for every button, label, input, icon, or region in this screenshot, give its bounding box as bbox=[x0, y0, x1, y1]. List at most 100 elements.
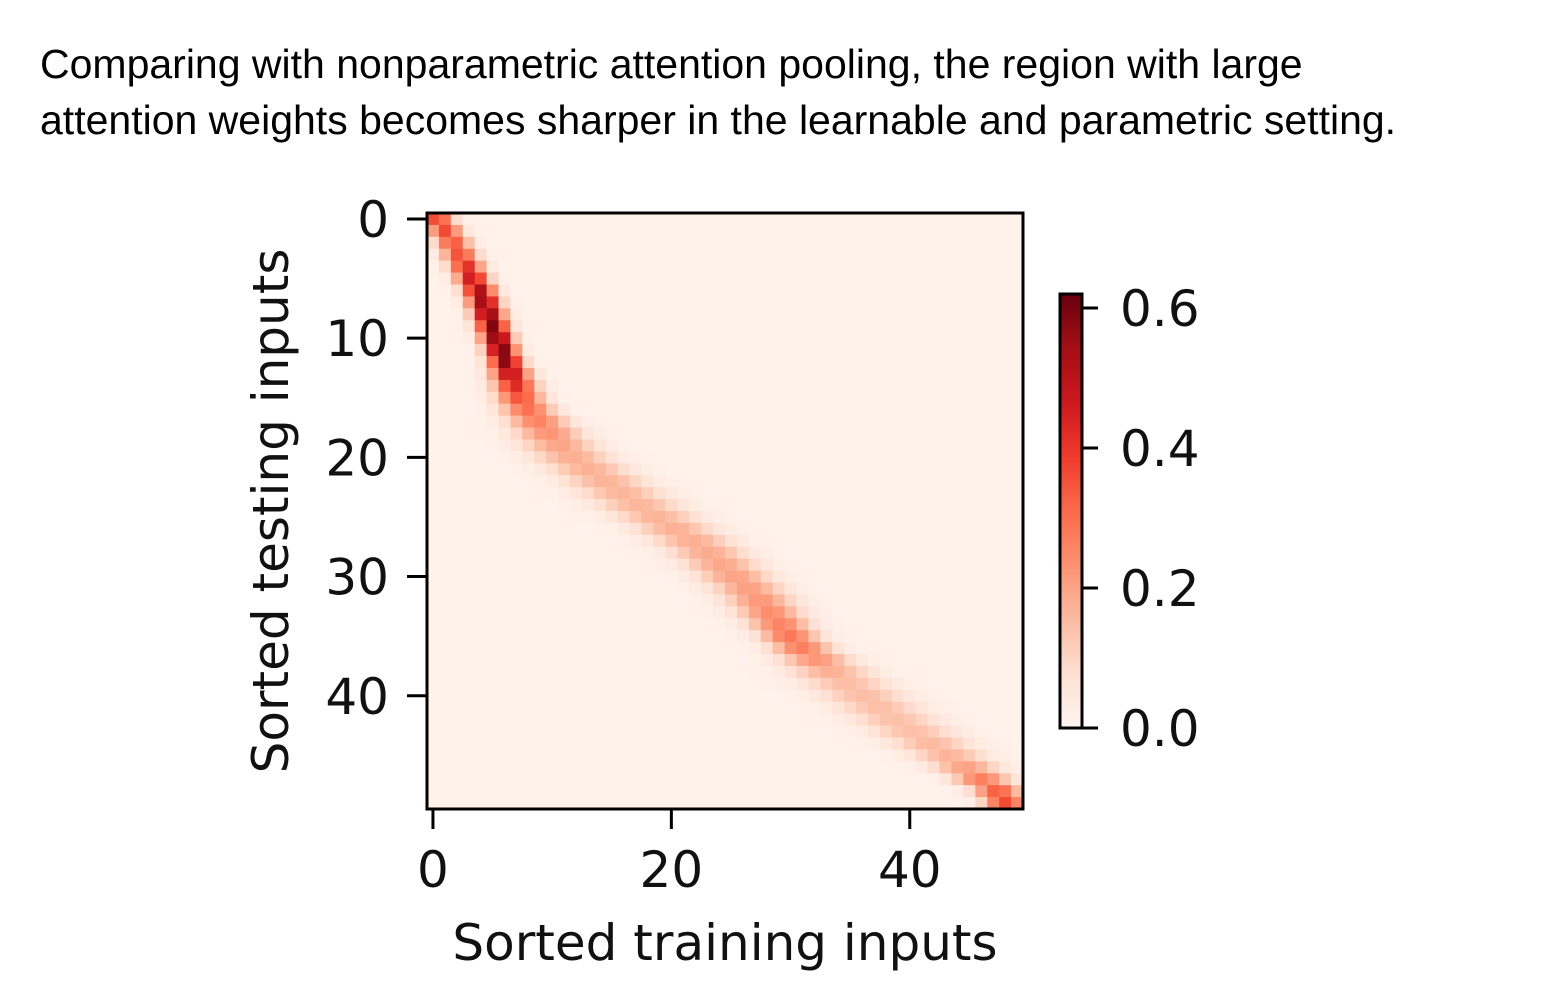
heatmap-cell bbox=[808, 522, 821, 536]
heatmap-cell bbox=[903, 463, 917, 476]
heatmap-cell bbox=[879, 642, 893, 655]
heatmap-cell bbox=[653, 272, 666, 286]
heatmap-cell bbox=[1011, 260, 1024, 274]
heatmap-cell bbox=[486, 665, 500, 679]
heatmap-cell bbox=[534, 594, 547, 607]
heatmap-cell bbox=[462, 582, 476, 596]
heatmap-cell bbox=[725, 689, 738, 703]
heatmap-cell bbox=[653, 284, 666, 298]
heatmap-cell bbox=[999, 213, 1012, 226]
heatmap-cell bbox=[915, 487, 929, 500]
heatmap-cell bbox=[474, 308, 488, 321]
heatmap-cell bbox=[772, 296, 786, 309]
heatmap-cell bbox=[725, 570, 738, 584]
heatmap-cell bbox=[641, 606, 655, 619]
heatmap-cell bbox=[558, 379, 571, 393]
heatmap-cell bbox=[510, 558, 523, 572]
heatmap-cell bbox=[510, 713, 523, 727]
heatmap-cell bbox=[701, 415, 714, 429]
heatmap-cell bbox=[915, 522, 929, 536]
heatmap-cell bbox=[534, 296, 547, 309]
heatmap-cell bbox=[736, 689, 750, 703]
heatmap-cell bbox=[939, 499, 953, 512]
heatmap-cell bbox=[915, 236, 929, 250]
heatmap-cell bbox=[593, 642, 607, 655]
heatmap-cell bbox=[546, 499, 559, 512]
heatmap-cell bbox=[427, 224, 440, 238]
heatmap-cell bbox=[844, 463, 857, 476]
heatmap-cell bbox=[713, 570, 726, 584]
heatmap-cell bbox=[570, 451, 583, 464]
heatmap-cell bbox=[677, 511, 690, 524]
heatmap-cell bbox=[522, 737, 535, 750]
heatmap-cell bbox=[474, 594, 488, 607]
heatmap-cell bbox=[927, 546, 941, 560]
heatmap-cell bbox=[820, 713, 833, 727]
heatmap-cell bbox=[725, 260, 738, 274]
heatmap-cell bbox=[808, 260, 821, 274]
heatmap-cell bbox=[772, 725, 786, 739]
heatmap-cell bbox=[951, 785, 964, 798]
heatmap-cell bbox=[784, 570, 798, 584]
heatmap-cell bbox=[677, 797, 690, 810]
heatmap-cell bbox=[891, 356, 905, 369]
heatmap-cell bbox=[486, 713, 500, 727]
heatmap-cell bbox=[629, 344, 643, 357]
heatmap-cell bbox=[963, 320, 976, 333]
heatmap-cell bbox=[844, 356, 857, 369]
heatmap-cell bbox=[641, 487, 655, 500]
heatmap-cell bbox=[677, 713, 690, 727]
heatmap-cell bbox=[689, 224, 702, 238]
heatmap-cell bbox=[927, 511, 941, 524]
heatmap-cell bbox=[736, 665, 750, 679]
heatmap-cell bbox=[760, 427, 774, 441]
heatmap-cell bbox=[1011, 213, 1024, 226]
heatmap-cell bbox=[725, 642, 738, 655]
heatmap-cell bbox=[772, 546, 786, 560]
heatmap-cell bbox=[427, 439, 440, 452]
heatmap-cell bbox=[689, 665, 702, 679]
heatmap-cell bbox=[558, 797, 571, 810]
heatmap-cell bbox=[999, 558, 1012, 572]
heatmap-cell bbox=[784, 272, 798, 286]
heatmap-cell bbox=[629, 797, 643, 810]
heatmap-cell bbox=[546, 665, 559, 679]
heatmap-cell bbox=[915, 296, 929, 309]
heatmap-cell bbox=[641, 213, 655, 226]
heatmap-cell bbox=[856, 737, 869, 750]
heatmap-cell bbox=[939, 367, 953, 381]
heatmap-cell bbox=[796, 284, 810, 298]
heatmap-cell bbox=[879, 451, 893, 464]
heatmap-cell bbox=[617, 367, 631, 381]
heatmap-cell bbox=[462, 379, 476, 393]
heatmap-cell bbox=[462, 630, 476, 643]
heatmap-cell bbox=[868, 379, 881, 393]
heatmap-cell bbox=[450, 499, 464, 512]
heatmap-cell bbox=[665, 272, 678, 286]
heatmap-cell bbox=[605, 499, 619, 512]
heatmap-cell bbox=[975, 785, 988, 798]
heatmap-cell bbox=[534, 606, 547, 619]
heatmap-cell bbox=[856, 749, 869, 762]
heatmap-cell bbox=[772, 606, 786, 619]
heatmap-cell bbox=[665, 308, 678, 321]
heatmap-cell bbox=[522, 451, 535, 464]
heatmap-cell bbox=[903, 773, 917, 786]
heatmap-cell bbox=[570, 570, 583, 584]
heatmap-cell bbox=[534, 403, 547, 417]
heatmap-cell bbox=[772, 665, 786, 679]
heatmap-cell bbox=[963, 761, 976, 774]
heatmap-cell bbox=[939, 463, 953, 476]
heatmap-cell bbox=[748, 582, 762, 596]
heatmap-cell bbox=[498, 618, 512, 631]
heatmap-cell bbox=[927, 451, 941, 464]
heatmap-cell bbox=[617, 356, 631, 369]
heatmap-cell bbox=[665, 534, 678, 548]
heatmap-cell bbox=[903, 689, 917, 703]
heatmap-cell bbox=[725, 379, 738, 393]
heatmap-cell bbox=[427, 308, 440, 321]
heatmap-cell bbox=[903, 665, 917, 679]
heatmap-cell bbox=[856, 594, 869, 607]
caption-text: Comparing with nonparametric attention p… bbox=[40, 41, 1397, 143]
heatmap-cell bbox=[832, 379, 845, 393]
